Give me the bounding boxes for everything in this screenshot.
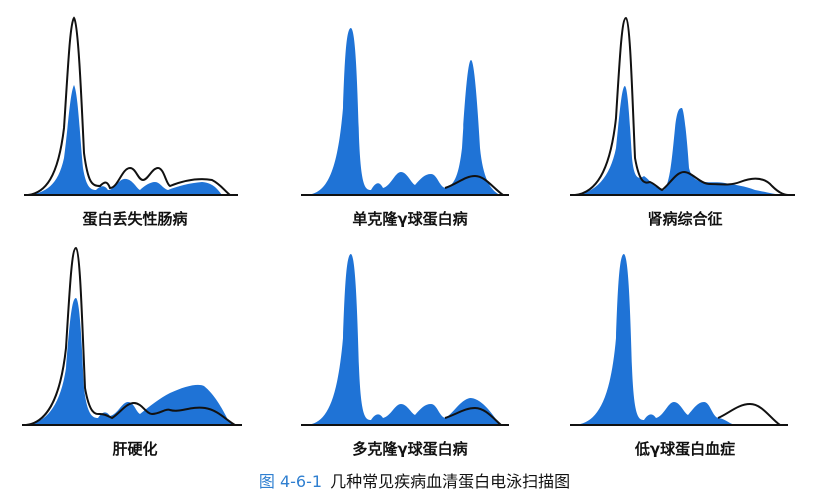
electrophoresis-chart <box>301 28 509 196</box>
panel-polyclonal-gammopathy: 多克隆γ球蛋白病 <box>285 238 535 458</box>
panel-title: 蛋白丢失性肠病 <box>82 210 188 228</box>
panel-hypogammaglobulinemia: 低γ球蛋白血症 <box>560 238 810 458</box>
electrophoresis-chart <box>301 254 509 426</box>
panel-liver-cirrhosis: 肝硬化 <box>10 238 260 458</box>
electrophoresis-chart <box>570 16 795 196</box>
panel-title: 低γ球蛋白血症 <box>634 440 736 458</box>
figure-caption-text: 几种常见疾病血清蛋白电泳扫描图 <box>330 472 571 491</box>
electrophoresis-chart <box>24 16 238 196</box>
figure-caption: 图 4-6-1 几种常见疾病血清蛋白电泳扫描图 <box>0 468 829 492</box>
panel-monoclonal-gammopathy: 单克隆γ球蛋白病 <box>285 8 535 228</box>
normal-curve <box>717 402 781 426</box>
electrophoresis-chart <box>570 254 788 426</box>
patient-curve <box>28 85 222 195</box>
patient-curve <box>307 254 500 425</box>
panel-title: 单克隆γ球蛋白病 <box>352 210 468 228</box>
normal-curve <box>25 246 236 426</box>
figure-number: 图 4-6-1 <box>258 472 323 491</box>
patient-curve <box>575 86 780 195</box>
panel-title: 肝硬化 <box>112 440 158 458</box>
panel-protein-losing-enteropathy: 蛋白丢失性肠病 <box>10 8 260 228</box>
patient-curve <box>26 298 240 425</box>
panel-title: 肾病综合征 <box>647 210 723 228</box>
electrophoresis-chart <box>22 246 242 426</box>
patient-curve <box>575 254 735 425</box>
normal-curve <box>444 174 504 196</box>
normal-curve <box>27 16 231 196</box>
normal-curve <box>574 16 791 196</box>
normal-curve <box>444 406 502 426</box>
patient-curve <box>307 28 500 195</box>
panel-title: 多克隆γ球蛋白病 <box>352 440 468 458</box>
panel-nephrotic-syndrome: 肾病综合征 <box>560 8 810 228</box>
